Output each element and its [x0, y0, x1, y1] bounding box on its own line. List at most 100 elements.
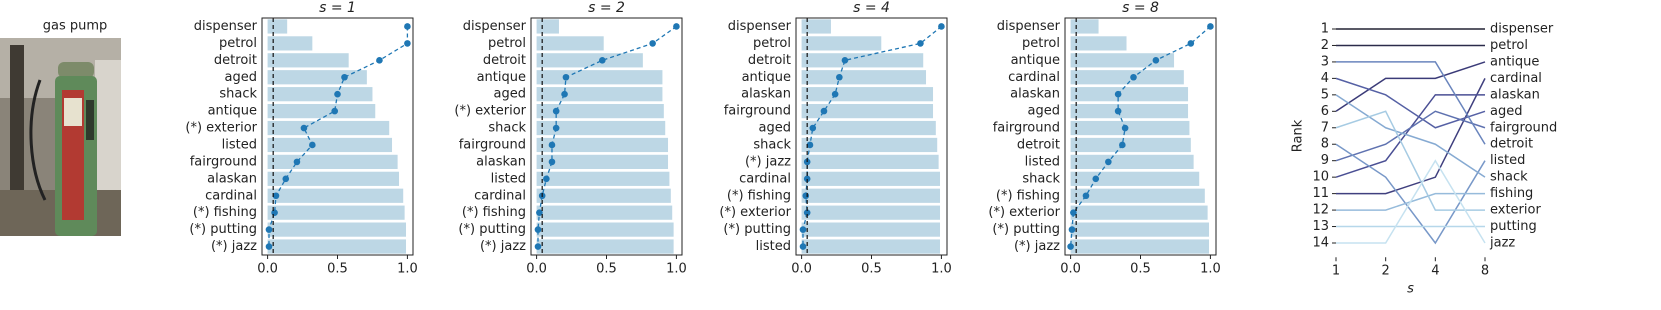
category-label: (*) exterior	[185, 121, 257, 136]
score-point	[561, 90, 568, 98]
bar	[536, 154, 669, 170]
score-point	[1187, 40, 1195, 47]
score-point	[300, 124, 308, 132]
category-label: (*) fishing	[996, 188, 1060, 203]
score-point	[938, 23, 945, 30]
category-label: petrol	[1022, 36, 1060, 51]
x-tick-label: 0.5	[596, 262, 617, 277]
y-tick-label: 11	[1312, 186, 1329, 201]
score-point	[552, 124, 560, 132]
score-point	[552, 107, 560, 115]
legend-label: detroit	[1490, 137, 1533, 152]
legend-label: shack	[1490, 170, 1528, 185]
bar	[1070, 205, 1208, 220]
score-point	[334, 90, 341, 98]
category-label: antique	[742, 70, 791, 85]
bar	[267, 188, 404, 203]
category-label: cardinal	[1008, 70, 1060, 85]
category-label: (*) jazz	[480, 239, 526, 254]
legend-label: fairground	[1490, 120, 1557, 135]
y-tick-label: 8	[1321, 137, 1329, 152]
bar	[801, 188, 941, 203]
category-label: shack	[1022, 171, 1060, 186]
score-point	[841, 57, 849, 64]
legend-label: petrol	[1490, 38, 1528, 53]
legend-label: listed	[1490, 153, 1525, 168]
score-point	[1207, 23, 1214, 30]
score-point	[1121, 124, 1129, 132]
score-point	[836, 73, 843, 81]
category-label: alaskan	[476, 154, 526, 169]
score-point	[1070, 209, 1077, 216]
y-axis-label: Rank	[1291, 119, 1306, 152]
score-point	[799, 243, 807, 250]
bar	[536, 137, 669, 153]
category-label: (*) jazz	[745, 154, 791, 169]
category-label: aged	[1028, 104, 1060, 119]
category-label: listed	[756, 239, 791, 254]
rank-line	[1336, 159, 1486, 244]
bar	[536, 239, 674, 254]
score-point	[599, 57, 606, 64]
y-tick-label: 12	[1312, 203, 1329, 218]
x-tick-label: 0.0	[1060, 262, 1081, 277]
rank-line	[1335, 110, 1486, 162]
score-point	[1130, 73, 1137, 81]
x-tick-label: 1.0	[666, 262, 687, 277]
y-tick-label: 7	[1321, 120, 1329, 135]
bar	[801, 154, 939, 170]
bar	[801, 53, 924, 68]
score-point	[1082, 192, 1090, 200]
y-tick-label: 1	[1321, 22, 1329, 37]
x-axis-label: s	[1407, 282, 1414, 297]
score-point	[806, 141, 814, 149]
bar	[267, 53, 349, 68]
score-point	[809, 124, 817, 132]
score-point	[820, 107, 828, 115]
rank-line	[1335, 61, 1486, 112]
bar	[267, 239, 407, 254]
x-tick-label: 0.0	[257, 262, 278, 277]
bar	[1070, 103, 1189, 119]
bar	[1070, 222, 1210, 237]
y-tick-label: 2	[1321, 38, 1329, 53]
category-label: (*) putting	[189, 222, 257, 237]
category-label: aged	[494, 87, 526, 102]
bar	[801, 87, 934, 102]
category-label: (*) jazz	[211, 239, 257, 254]
bar	[267, 120, 390, 136]
bar	[536, 188, 671, 203]
bar	[536, 171, 670, 186]
category-label: listed	[222, 137, 257, 152]
rank-line	[1335, 110, 1485, 211]
category-label: (*) exterior	[719, 205, 791, 220]
bar	[267, 19, 288, 34]
panel-title: s = 1	[319, 0, 356, 16]
bar	[1070, 171, 1200, 186]
category-label: alaskan	[1010, 87, 1060, 102]
category-label: listed	[491, 171, 526, 186]
y-tick-label: 13	[1312, 219, 1329, 234]
bar	[1070, 120, 1190, 136]
score-point	[831, 90, 839, 98]
category-label: fairground	[190, 154, 257, 169]
score-point	[917, 40, 924, 47]
category-label: alaskan	[741, 87, 791, 102]
category-label: (*) exterior	[454, 104, 526, 119]
score-point	[1119, 141, 1126, 149]
score-point	[272, 192, 280, 200]
score-point	[534, 243, 542, 250]
score-point	[265, 226, 273, 233]
bar	[267, 87, 373, 102]
score-point	[341, 73, 348, 81]
category-label: fairground	[459, 137, 526, 152]
bar	[1070, 70, 1184, 85]
category-label: detroit	[748, 53, 791, 68]
score-point	[562, 73, 570, 81]
bar	[1070, 53, 1175, 68]
score-point	[404, 23, 411, 30]
score-point	[548, 141, 556, 149]
y-tick-label: 3	[1321, 54, 1329, 69]
bar	[267, 205, 405, 220]
score-point	[1152, 57, 1160, 64]
